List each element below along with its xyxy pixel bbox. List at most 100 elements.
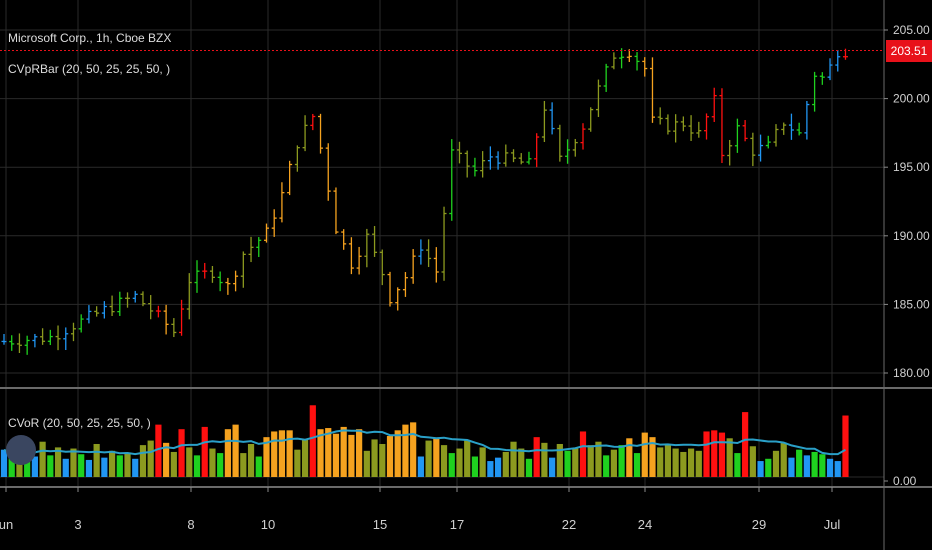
volume-bar xyxy=(672,448,679,477)
price-bar xyxy=(719,88,725,164)
volume-bar xyxy=(579,431,587,477)
price-bar xyxy=(194,260,200,293)
price-bar xyxy=(233,270,239,292)
price-bar xyxy=(688,115,694,141)
volume-bar xyxy=(664,443,672,477)
price-tick-label: 205.00 xyxy=(893,23,930,37)
price-bar xyxy=(742,120,748,142)
volume-bar xyxy=(301,439,309,477)
price-bar xyxy=(456,141,462,164)
volume-bar xyxy=(402,424,409,477)
volume-bar xyxy=(533,437,540,477)
axis-labels: 205.00 200.00 195.00 190.00 185.00 180.00 0.00… xyxy=(0,23,930,532)
volume-bar xyxy=(440,445,448,477)
price-bar xyxy=(70,322,76,342)
volume-bar xyxy=(564,450,571,477)
price-bar xyxy=(580,123,586,150)
volume-bar xyxy=(649,437,656,477)
volume-bar xyxy=(494,457,502,477)
time-tick-label: 3 xyxy=(74,517,81,532)
volume-bar xyxy=(116,455,123,477)
volume-bar xyxy=(618,445,625,477)
price-bar xyxy=(248,236,254,263)
volume-bar xyxy=(726,438,733,477)
volume-bar xyxy=(803,455,810,477)
volume-bar xyxy=(410,422,417,477)
volume-bar xyxy=(271,431,278,477)
volume-bar xyxy=(811,451,818,477)
price-bar xyxy=(24,335,30,355)
time-tick-label: 29 xyxy=(752,517,766,532)
price-bar xyxy=(480,151,486,178)
price-bar xyxy=(63,327,69,351)
price-bar xyxy=(765,135,771,149)
price-tick-label: 180.00 xyxy=(893,366,930,380)
price-bar xyxy=(541,100,547,143)
price-bar xyxy=(155,305,161,318)
price-bar xyxy=(117,291,123,316)
volume-bar xyxy=(394,430,401,477)
price-bar xyxy=(372,226,378,257)
price-bar xyxy=(333,187,339,235)
time-tick-label: Jul xyxy=(824,517,841,532)
volume-bar xyxy=(572,448,579,477)
price-bar xyxy=(78,314,84,333)
volume-bar xyxy=(371,439,378,477)
volume-bar xyxy=(641,432,648,477)
price-bar xyxy=(503,144,509,167)
price-bar xyxy=(495,151,501,170)
volume-bar xyxy=(687,448,695,477)
price-bar xyxy=(387,271,393,307)
price-bar xyxy=(125,292,131,308)
volume-bar xyxy=(78,454,85,477)
volume-tick-label: 0.00 xyxy=(893,474,917,488)
volume-bar xyxy=(718,432,726,477)
price-bar xyxy=(511,149,517,163)
price-tick-label: 190.00 xyxy=(893,229,930,243)
volume-bar xyxy=(487,461,494,477)
volume-bar xyxy=(556,443,563,477)
volume-bar xyxy=(734,453,741,477)
volume-bar xyxy=(247,443,255,477)
price-bar xyxy=(619,48,625,69)
volume-bar xyxy=(317,429,324,477)
price-bar xyxy=(472,157,478,177)
volume-bar xyxy=(201,426,208,477)
volume-bar xyxy=(356,429,363,477)
volume-bar xyxy=(788,457,795,477)
volume-bar xyxy=(155,424,162,477)
volume-bar xyxy=(479,447,486,477)
price-bar xyxy=(402,272,408,297)
price-bar xyxy=(94,306,100,317)
price-bar xyxy=(302,115,308,152)
volume-bar xyxy=(448,453,455,477)
price-bar xyxy=(310,113,316,131)
volume-bar xyxy=(842,415,849,477)
volume-bar xyxy=(132,458,139,477)
price-bar xyxy=(209,265,215,283)
volume-bar xyxy=(294,449,301,477)
price-bar xyxy=(565,139,571,164)
volume-bars xyxy=(0,405,849,477)
price-bar xyxy=(441,206,447,281)
volume-bar xyxy=(610,449,617,477)
time-tick-label: 10 xyxy=(261,517,275,532)
volume-bar xyxy=(826,458,834,477)
price-bar xyxy=(271,209,277,237)
volume-bar xyxy=(108,450,116,477)
time-tick-label: 15 xyxy=(373,517,387,532)
time-tick-label: 22 xyxy=(562,517,576,532)
volume-bar xyxy=(633,453,641,477)
volume-bar xyxy=(217,453,224,477)
volume-bar xyxy=(386,436,394,477)
price-tick-label: 195.00 xyxy=(893,160,930,174)
volume-bar xyxy=(124,453,131,477)
price-bar xyxy=(534,133,540,168)
volume-bar xyxy=(348,434,355,477)
volume-bar xyxy=(54,447,62,477)
last-price-label: 203.51 xyxy=(886,40,932,62)
logo-badge[interactable] xyxy=(6,435,36,465)
volume-bar xyxy=(657,447,664,477)
price-bar xyxy=(364,228,370,268)
